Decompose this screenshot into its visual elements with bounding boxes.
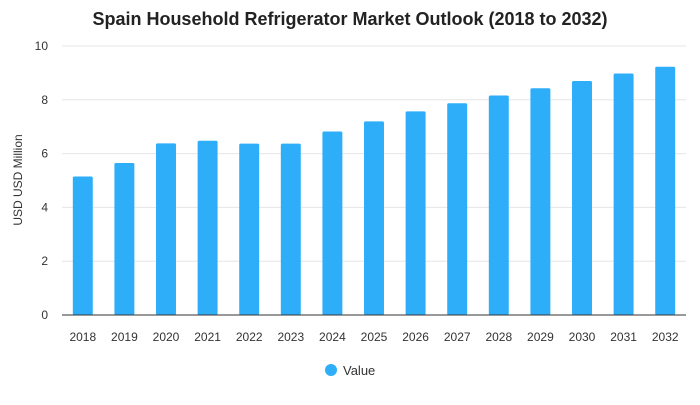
bar-2024 [322, 131, 343, 315]
y-tick-label: 2 [41, 254, 48, 268]
bar-2029 [530, 88, 551, 315]
legend-label-value: Value [343, 363, 375, 378]
bar-2019 [114, 163, 135, 315]
x-tick-label-2028: 2028 [485, 330, 512, 344]
legend-marker-value [325, 364, 337, 376]
x-tick-label-2023: 2023 [277, 330, 304, 344]
y-axis-label: USD USD Million [11, 134, 25, 225]
x-tick-label-2018: 2018 [69, 330, 96, 344]
bar-2022 [239, 143, 260, 315]
bar-2030 [572, 80, 592, 315]
bar-2021 [197, 140, 218, 315]
x-tick-label-2022: 2022 [236, 330, 263, 344]
bar-2031 [613, 73, 634, 315]
x-tick-label-2031: 2031 [610, 330, 637, 344]
x-tick-label-2030: 2030 [569, 330, 596, 344]
x-tick-label-2025: 2025 [361, 330, 388, 344]
x-tick-label-2026: 2026 [402, 330, 429, 344]
bar-2018 [72, 176, 93, 315]
y-tick-label: 8 [41, 93, 48, 107]
bar-2023 [280, 143, 301, 315]
bar-2028 [488, 95, 509, 315]
x-tick-label-2021: 2021 [194, 330, 221, 344]
bar-2026 [405, 111, 426, 315]
x-tick-label-2020: 2020 [153, 330, 180, 344]
bar-2020 [156, 143, 176, 315]
x-tick-label-2019: 2019 [111, 330, 138, 344]
x-tick-label-2032: 2032 [652, 330, 679, 344]
y-tick-label: 10 [35, 39, 49, 53]
x-tick-labels: 2018 2019 2020 2021 2022 2023 2024 2025 2026 2027… [69, 330, 678, 344]
chart-title: Spain Household Refrigerator Market Outl… [92, 9, 607, 29]
x-tick-label-2029: 2029 [527, 330, 554, 344]
legend: Value [325, 363, 375, 378]
x-tick-label-2024: 2024 [319, 330, 346, 344]
x-tick-label-2027: 2027 [444, 330, 471, 344]
bar-2027 [447, 103, 468, 315]
y-tick-label: 4 [41, 200, 48, 214]
y-tick-labels: 0 2 4 6 8 10 [35, 39, 49, 322]
bar-2032 [655, 66, 676, 315]
bars [72, 66, 676, 315]
y-tick-label: 0 [41, 308, 48, 322]
bar-2025 [364, 121, 384, 315]
y-tick-label: 6 [41, 147, 48, 161]
